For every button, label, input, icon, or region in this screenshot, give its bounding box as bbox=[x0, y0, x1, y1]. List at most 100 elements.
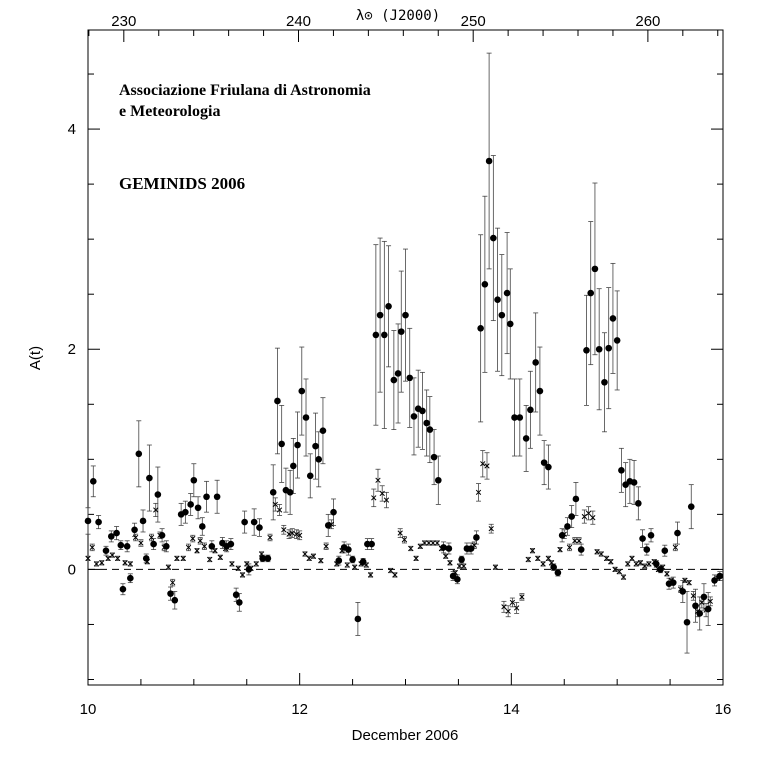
cross-stroke bbox=[608, 559, 614, 565]
data-point-cross bbox=[375, 477, 381, 483]
cross-stroke bbox=[276, 507, 283, 513]
data-point-dot bbox=[481, 280, 489, 288]
data-point-dot bbox=[335, 557, 343, 564]
data-point-dot bbox=[146, 474, 153, 482]
cross-stroke bbox=[114, 555, 121, 562]
cross-stroke bbox=[434, 540, 440, 546]
cross-stroke bbox=[344, 562, 350, 568]
cross-stroke bbox=[475, 489, 482, 496]
cross-stroke bbox=[388, 567, 394, 574]
data-point-dot bbox=[302, 414, 310, 421]
cross-stroke bbox=[557, 546, 563, 553]
data-point-dot bbox=[123, 542, 131, 550]
data-point-cross bbox=[392, 572, 398, 578]
cross-stroke bbox=[253, 561, 259, 567]
top-tick-label: 260 bbox=[635, 13, 660, 30]
cross-stroke bbox=[513, 605, 520, 611]
cross-stroke bbox=[682, 577, 688, 584]
data-point-dot bbox=[473, 534, 480, 541]
data-point-cross bbox=[297, 532, 303, 538]
data-point-dot bbox=[661, 547, 669, 554]
cross-stroke bbox=[267, 534, 273, 541]
data-point-cross bbox=[148, 534, 155, 541]
cross-stroke bbox=[148, 534, 155, 541]
cross-stroke bbox=[456, 563, 463, 569]
data-point-cross bbox=[456, 563, 463, 569]
cross-stroke bbox=[421, 540, 428, 546]
data-point-dot bbox=[700, 593, 708, 601]
data-point-dot bbox=[564, 523, 571, 530]
cross-stroke bbox=[217, 554, 223, 560]
data-point-cross bbox=[99, 560, 105, 566]
cross-stroke bbox=[529, 548, 536, 554]
data-point-dot bbox=[506, 320, 514, 328]
data-point-dot bbox=[245, 566, 253, 573]
data-point-cross bbox=[165, 564, 172, 570]
data-point-cross bbox=[655, 566, 662, 573]
cross-stroke bbox=[566, 544, 573, 551]
cross-stroke bbox=[655, 566, 662, 573]
data-point-cross bbox=[397, 530, 403, 536]
data-point-cross bbox=[132, 534, 139, 541]
cross-stroke bbox=[352, 564, 358, 570]
data-point-dot bbox=[385, 303, 392, 310]
data-point-cross bbox=[388, 567, 394, 574]
data-point-cross bbox=[344, 562, 350, 568]
data-point-dot bbox=[354, 615, 362, 623]
data-point-dot bbox=[647, 531, 655, 539]
cross-stroke bbox=[397, 530, 403, 536]
markers-layer bbox=[84, 157, 724, 626]
data-point-dot bbox=[485, 157, 493, 165]
data-point-dot bbox=[516, 414, 524, 421]
data-point-dot bbox=[402, 311, 409, 319]
cross-stroke bbox=[302, 551, 308, 557]
data-point-dot bbox=[298, 387, 306, 395]
data-point-dot bbox=[583, 347, 590, 354]
data-point-cross bbox=[612, 566, 618, 573]
data-point-cross bbox=[642, 563, 648, 569]
cross-stroke bbox=[375, 477, 381, 483]
cross-stroke bbox=[293, 531, 300, 537]
data-point-dot bbox=[349, 556, 356, 563]
top-tick-label: 240 bbox=[286, 13, 311, 30]
cross-stroke bbox=[484, 463, 490, 469]
cross-stroke bbox=[371, 495, 377, 501]
data-point-dot bbox=[232, 591, 240, 599]
data-point-cross bbox=[525, 556, 531, 563]
data-point-dot bbox=[182, 508, 189, 516]
cross-stroke bbox=[443, 553, 449, 559]
cross-stroke bbox=[363, 562, 369, 568]
data-point-dot bbox=[89, 478, 97, 485]
data-point-cross bbox=[703, 607, 709, 613]
cross-stroke bbox=[480, 461, 486, 467]
data-point-cross bbox=[452, 570, 458, 576]
data-point-dot bbox=[119, 585, 127, 593]
x-tick-label: 10 bbox=[80, 701, 97, 718]
cross-stroke bbox=[85, 555, 91, 562]
data-point-cross bbox=[668, 577, 674, 584]
data-point-cross bbox=[401, 537, 408, 543]
data-point-dot bbox=[213, 493, 221, 501]
data-point-cross bbox=[306, 555, 312, 562]
y-axis-label: A(t) bbox=[27, 346, 44, 370]
data-point-cross bbox=[466, 546, 472, 553]
data-point-cross bbox=[660, 564, 666, 570]
data-point-dot bbox=[113, 529, 120, 537]
top-axis-label: λ⊙ (J2000) bbox=[356, 8, 440, 24]
data-point-cross bbox=[492, 564, 499, 570]
data-point-dot bbox=[490, 234, 497, 242]
cross-stroke bbox=[637, 560, 644, 566]
data-point-dot bbox=[324, 522, 332, 529]
data-point-dot bbox=[158, 531, 166, 539]
data-point-cross bbox=[281, 527, 287, 533]
data-point-cross bbox=[114, 555, 121, 562]
cross-stroke bbox=[715, 575, 721, 581]
data-point-cross bbox=[686, 579, 692, 586]
cross-stroke bbox=[222, 545, 229, 552]
data-point-cross bbox=[585, 510, 592, 516]
cross-stroke bbox=[488, 526, 494, 532]
data-point-cross bbox=[590, 515, 596, 521]
cross-stroke bbox=[438, 545, 445, 552]
data-point-dot bbox=[376, 311, 384, 319]
data-point-cross bbox=[144, 559, 150, 565]
